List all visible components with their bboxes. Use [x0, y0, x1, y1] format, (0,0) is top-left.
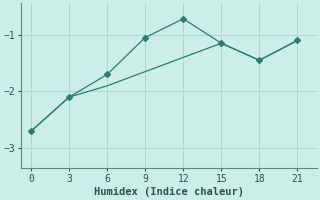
X-axis label: Humidex (Indice chaleur): Humidex (Indice chaleur)	[94, 186, 244, 197]
